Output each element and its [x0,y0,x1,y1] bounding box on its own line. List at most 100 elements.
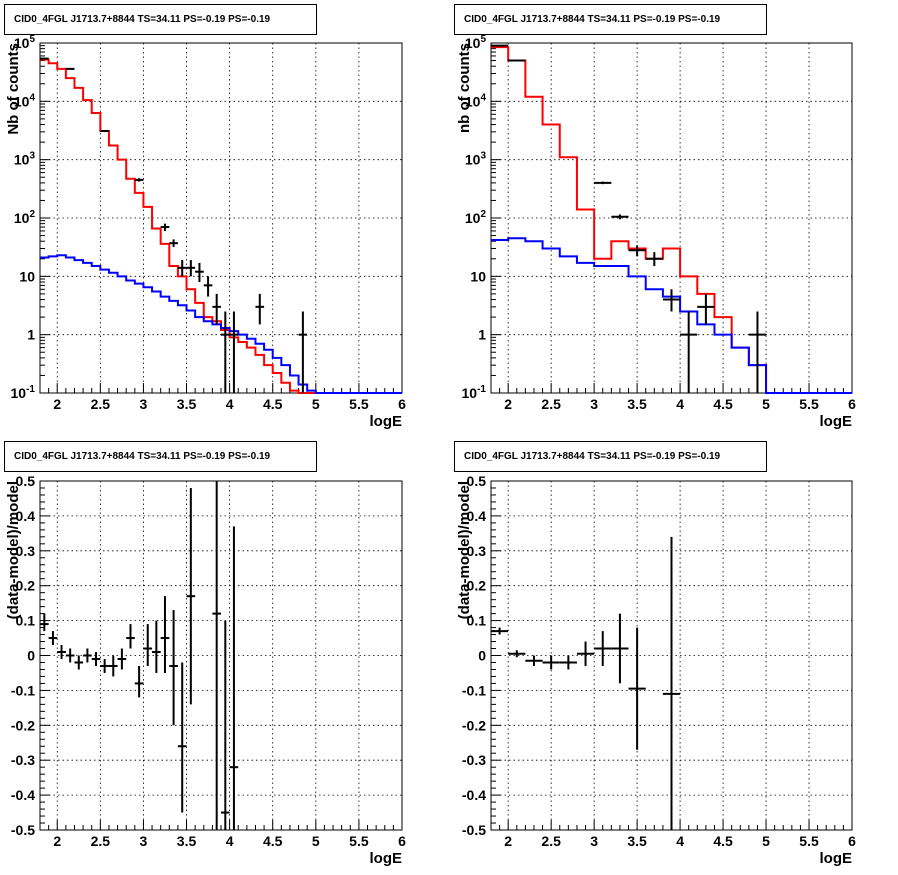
x-tick-label: 6 [398,396,406,412]
x-tick-label: 2 [504,396,512,412]
data-point [255,293,265,325]
x-tick-label: 3 [590,833,598,849]
y-tick-label: 0.4 [16,508,36,524]
y-tick-label: -0.5 [11,822,35,838]
y-tick-label: 10 [470,268,486,284]
source-model-histogram [40,254,402,394]
panel-title-2: CID0_4FGL J1713.7+8844 TS=34.11 PS=-0.19… [454,4,767,35]
data-point [611,214,629,220]
data-point [203,276,213,297]
data-point [91,652,101,666]
data-point [134,665,144,698]
data-point [74,655,84,670]
data-point [298,311,308,393]
y-tick-label: 0.1 [467,613,487,629]
x-axis-label: logE [820,413,853,430]
x-axis-label: logE [820,850,853,867]
y-tick-label: 0 [478,648,486,664]
data-point [748,311,767,393]
y-tick-label: 0 [27,648,35,664]
x-tick-label: 2.5 [541,833,561,849]
y-tick-label: 102 [465,209,487,226]
data-point [212,481,221,830]
data-point [611,613,629,684]
data-point [117,648,127,670]
data-point [134,178,144,182]
data-point [680,311,698,393]
data-point [662,536,681,830]
y-tick-label: 0.1 [16,613,36,629]
data-point [186,260,196,277]
panel-title-3: CID0_4FGL J1713.7+8844 TS=34.11 PS=-0.19… [4,441,317,472]
x-tick-label: 6 [848,833,856,849]
data-point [65,67,75,70]
x-tick-label: 4.5 [713,833,733,849]
data-point [195,262,204,282]
x-tick-label: 4.5 [263,396,283,412]
data-point [65,648,75,663]
y-tick-label: 104 [14,92,36,109]
data-point [628,245,646,257]
y-tick-label: 105 [465,34,487,51]
data-point [48,631,58,646]
y-tick-label: 0.4 [467,508,487,524]
x-tick-label: 4 [676,396,684,412]
y-tick-label: 102 [14,209,36,226]
data-point [169,239,178,247]
y-tick-label: 0.5 [467,473,487,489]
x-tick-label: 5 [762,833,770,849]
data-point [177,662,187,813]
y-tick-label: 105 [14,34,36,51]
data-point [508,650,526,658]
data-point [594,631,612,666]
data-point [100,130,109,133]
data-point [628,627,646,750]
x-tick-label: 5 [762,396,770,412]
x-tick-label: 6 [848,396,856,412]
data-point [160,223,170,231]
y-axis-label: (data-model)/model [456,481,473,619]
data-point [221,620,230,830]
data-point [100,658,109,673]
x-tick-label: 4 [676,833,684,849]
data-point [108,655,118,677]
x-tick-label: 2 [504,833,512,849]
data-point [40,57,49,60]
data-point [177,260,187,277]
x-tick-label: 2.5 [91,833,111,849]
data-point [525,655,543,666]
x-tick-label: 5 [312,396,320,412]
y-tick-label: 0.5 [16,473,36,489]
data-point [169,610,178,726]
panel-title-4: CID0_4FGL J1713.7+8844 TS=34.11 PS=-0.19… [454,441,767,472]
y-tick-label: 0.2 [16,578,36,594]
x-tick-label: 3.5 [177,396,197,412]
x-tick-label: 5.5 [799,833,819,849]
data-point [491,627,509,635]
y-axis-label: Nb of counts [5,43,22,135]
x-tick-label: 3.5 [627,833,647,849]
y-tick-label: 10-1 [462,384,487,401]
y-tick-label: -0.5 [462,822,486,838]
x-tick-label: 4 [226,396,234,412]
data-point [594,181,612,185]
x-tick-label: 5.5 [349,396,369,412]
x-tick-label: 3 [140,396,148,412]
y-tick-label: -0.2 [462,717,486,733]
x-tick-label: 3 [590,396,598,412]
x-tick-label: 6 [398,833,406,849]
y-tick-label: 10-1 [11,384,36,401]
x-tick-label: 3.5 [177,833,197,849]
y-tick-label: -0.4 [11,787,35,803]
data-point [83,648,92,663]
x-tick-label: 3 [140,833,148,849]
y-tick-label: 1 [478,327,486,343]
data-point [697,293,715,325]
data-point [576,641,595,666]
data-point [186,487,196,705]
total-model-histogram [491,46,852,394]
x-tick-label: 2.5 [91,396,111,412]
total-model-histogram [40,58,402,394]
x-axis-label: logE [370,850,403,867]
data-point [559,655,577,670]
